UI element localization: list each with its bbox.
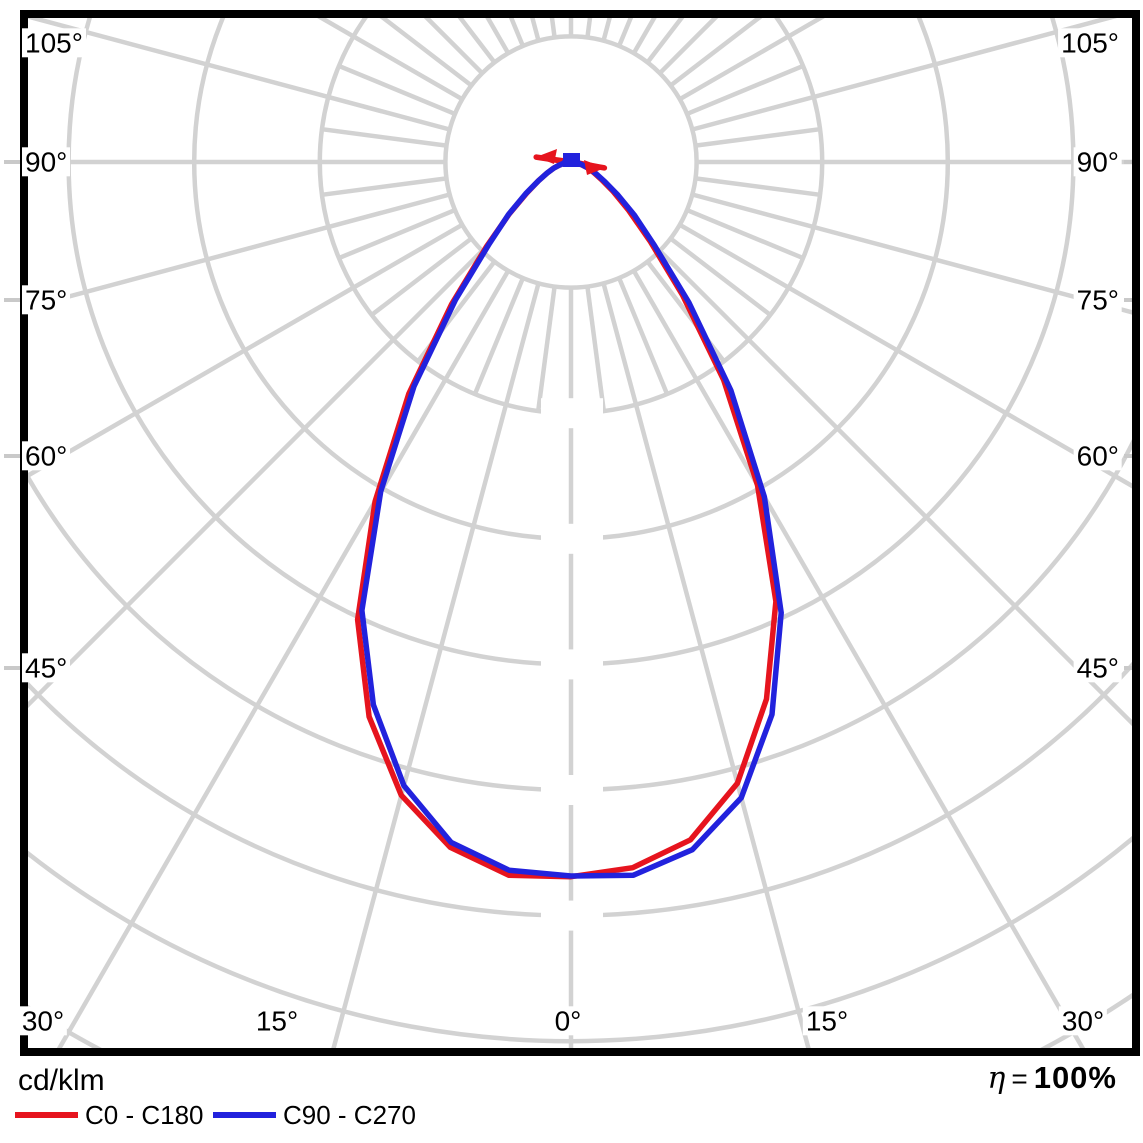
grid-spoke	[321, 176, 447, 198]
grid-spoke	[617, 18, 634, 47]
angle-label: 60°	[1073, 441, 1122, 471]
angle-label: 0°	[551, 1006, 585, 1036]
angle-label: 45°	[1073, 653, 1122, 683]
c0-c180-line-swatch	[15, 1112, 78, 1118]
angle-label: 75°	[22, 285, 71, 315]
grid-spoke	[695, 176, 821, 198]
origin-spike	[584, 160, 605, 175]
efficiency-value: 100%	[1033, 1060, 1117, 1095]
angle-label: 90°	[1073, 147, 1122, 177]
axis-value-box	[541, 523, 603, 554]
angle-label: 15°	[252, 1006, 302, 1036]
grid-spoke	[56, 269, 511, 1048]
grid-spoke	[457, 18, 497, 64]
grid-spoke	[585, 286, 607, 412]
grid-spoke	[617, 277, 670, 395]
angle-label: 15°	[802, 1006, 852, 1036]
grid-spoke	[669, 236, 772, 317]
grid-spoke	[28, 249, 484, 709]
grid-spoke	[691, 18, 1118, 132]
grid-spoke	[585, 18, 593, 38]
grid-spoke	[658, 249, 1132, 727]
grid-spoke	[669, 18, 763, 88]
grid-spoke	[379, 18, 473, 88]
grid-spoke	[691, 192, 1132, 315]
grid-spoke	[601, 282, 811, 1048]
grid-spoke	[28, 192, 451, 310]
efficiency-equals: =	[1011, 1063, 1028, 1094]
grid-spoke	[472, 277, 525, 395]
grid-spoke	[549, 18, 557, 38]
axis-value-box	[541, 775, 603, 805]
eta-symbol: η	[987, 1061, 1006, 1096]
angle-label: 60°	[22, 441, 71, 471]
grid-spoke	[686, 208, 804, 261]
angle-label: 105°	[22, 28, 86, 58]
grid-spoke	[28, 222, 464, 479]
axis-value-box	[541, 649, 603, 680]
grid-spoke	[695, 126, 821, 148]
c90-c270-label: C90 - C270	[283, 1100, 416, 1130]
origin-spike	[536, 149, 557, 164]
angle-label: 105°	[1058, 28, 1122, 58]
plot-frame	[20, 10, 1140, 1056]
c90-c270-line-swatch	[213, 1112, 276, 1118]
origin-marker	[563, 153, 580, 167]
axis-value-boxes	[541, 398, 603, 931]
grid-spoke	[535, 286, 557, 412]
angle-label: 45°	[22, 653, 71, 683]
c0-c180-label: C0 - C180	[85, 1100, 204, 1130]
axis-value-box	[541, 398, 603, 429]
angle-label: 75°	[1073, 285, 1122, 315]
axis-value-box	[541, 900, 603, 931]
grid-spoke	[686, 63, 804, 116]
grid-spoke	[631, 269, 1086, 1048]
angle-label: 90°	[22, 147, 71, 177]
intensity-curves	[354, 149, 784, 880]
grid-spoke	[370, 236, 473, 317]
c0-c180-curve	[354, 154, 779, 880]
grid-spoke	[321, 126, 447, 148]
grid-spoke	[338, 63, 456, 116]
grid-spoke	[338, 208, 456, 261]
angle-label: 30°	[1058, 1006, 1108, 1036]
angle-label: 30°	[18, 1006, 68, 1036]
grid-spoke	[331, 282, 541, 1048]
radial-unit-label: cd/klm	[18, 1064, 105, 1097]
grid-spoke	[678, 222, 1132, 489]
grid-spoke	[645, 18, 685, 64]
legend: cd/klm C0 - C180 C90 - C270 η = 100%	[0, 1056, 1143, 1143]
grid-spoke	[508, 18, 525, 47]
efficiency-label: η = 100%	[987, 1060, 1117, 1096]
grid-spoke	[28, 18, 451, 132]
